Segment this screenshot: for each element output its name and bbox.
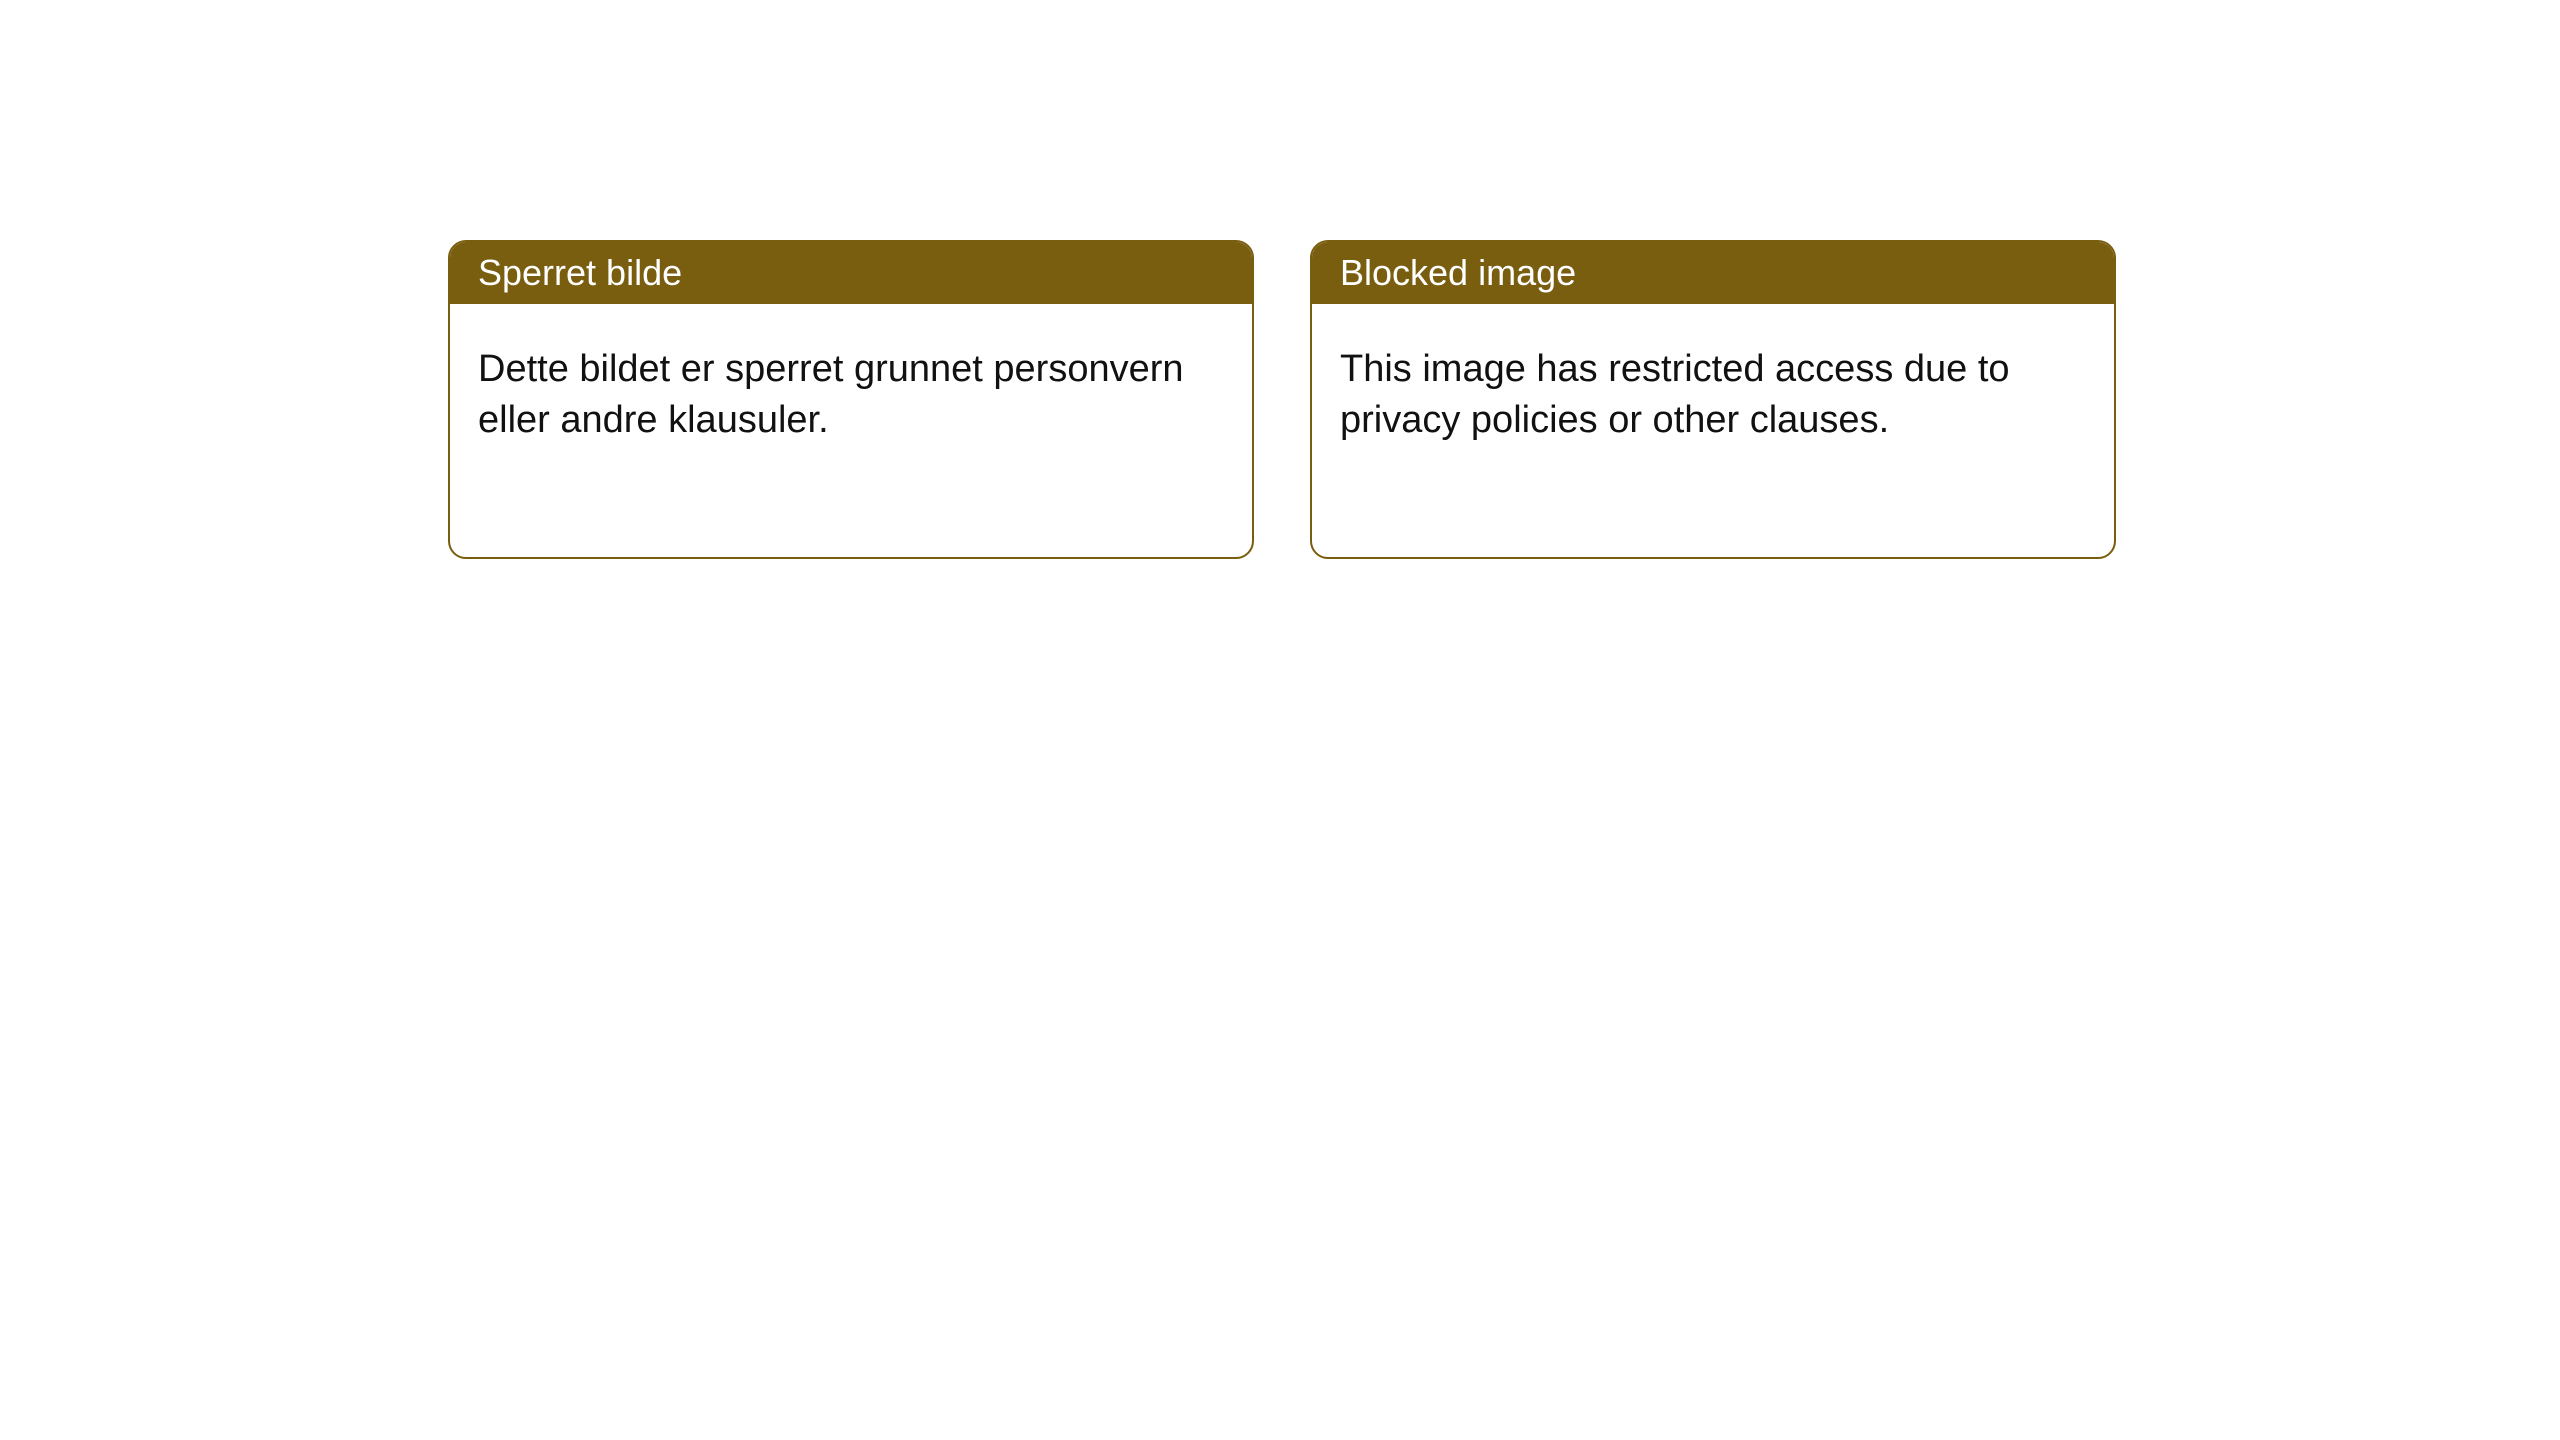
notice-body-no: Dette bildet er sperret grunnet personve… bbox=[450, 304, 1252, 557]
notice-title-no: Sperret bilde bbox=[450, 242, 1252, 304]
notice-container: Sperret bilde Dette bildet er sperret gr… bbox=[0, 0, 2560, 559]
notice-card-en: Blocked image This image has restricted … bbox=[1310, 240, 2116, 559]
notice-body-en: This image has restricted access due to … bbox=[1312, 304, 2114, 557]
notice-title-en: Blocked image bbox=[1312, 242, 2114, 304]
notice-card-no: Sperret bilde Dette bildet er sperret gr… bbox=[448, 240, 1254, 559]
